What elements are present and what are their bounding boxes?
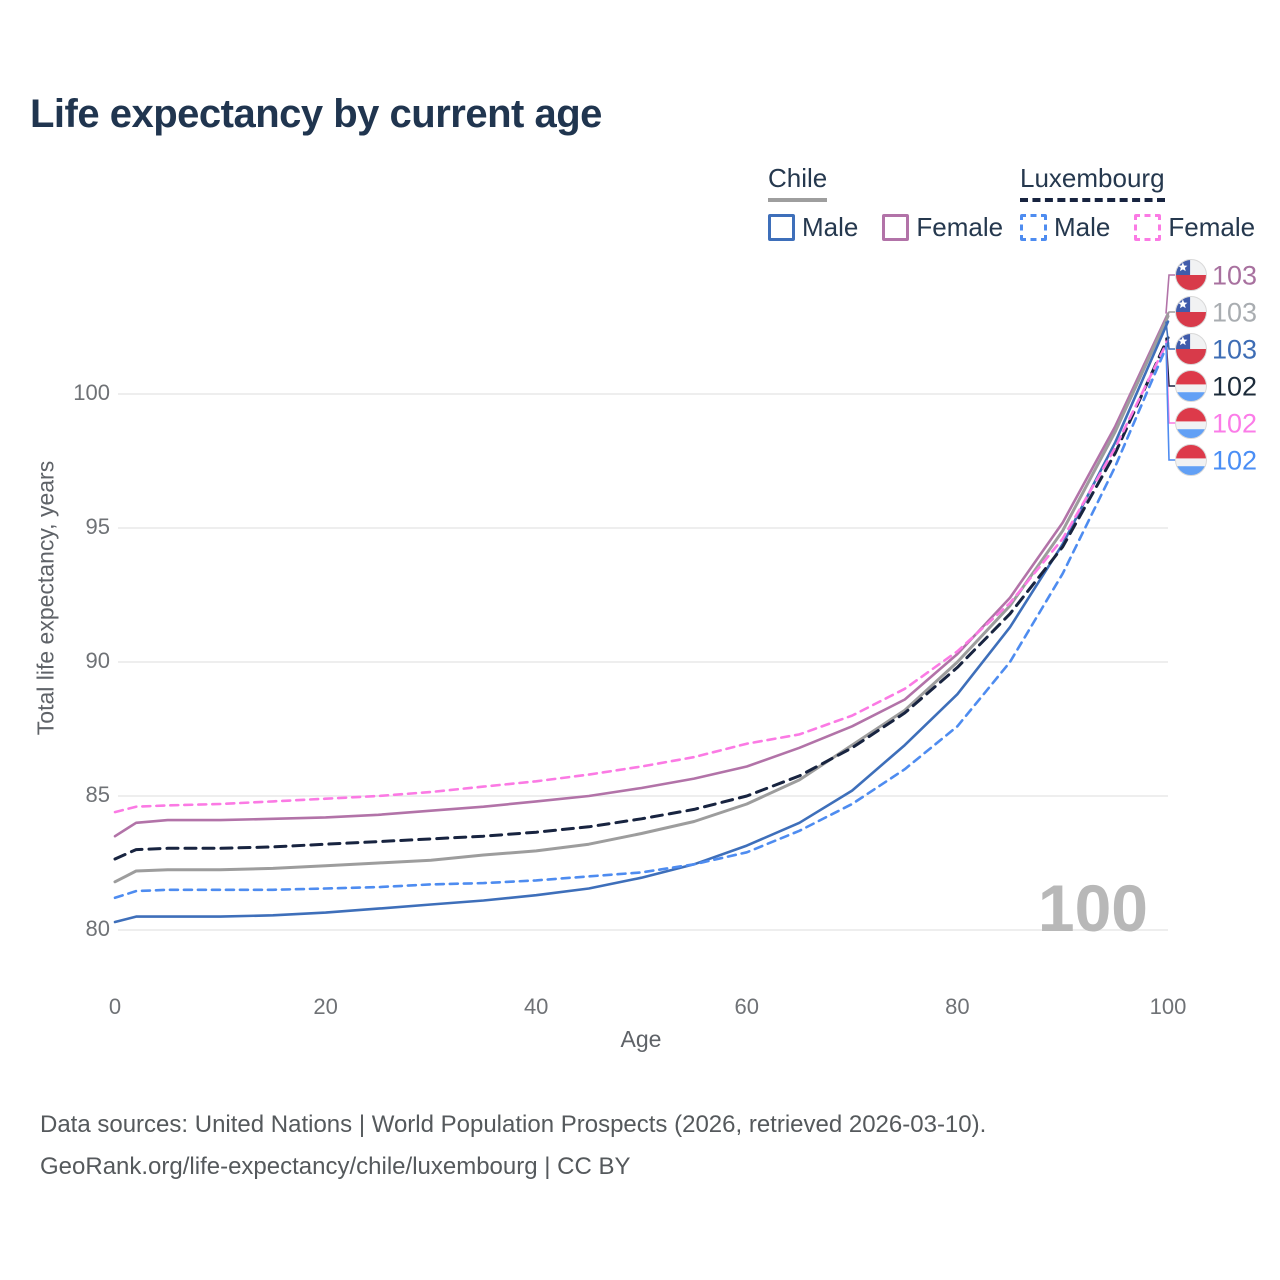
leader-line-chile-female (1165, 274, 1175, 314)
luxembourg-male-swatch-icon (1020, 214, 1047, 241)
end-label-flag-icons (1175, 259, 1207, 476)
legend-item-luxembourg-male[interactable]: Male (1020, 212, 1110, 243)
chile-flag-icon (1175, 333, 1207, 365)
y-axis-title: Total life expectancy, years (32, 460, 59, 736)
footer-data-sources: Data sources: United Nations | World Pop… (40, 1111, 987, 1138)
end-value-chile-overall: 103 (1212, 298, 1257, 328)
legend-chile-female-label: Female (916, 212, 1004, 242)
leader-line-lux-male (1165, 343, 1175, 461)
series-line-chile-overall (113, 314, 1170, 884)
legend-luxembourg-header[interactable]: Luxembourg (1020, 163, 1165, 202)
leader-line-chile-overall (1165, 311, 1175, 317)
legend-item-chile-male[interactable]: Male (768, 212, 858, 243)
x-tick-label-20: 20 (313, 994, 338, 1019)
x-tick-label-80: 80 (945, 994, 970, 1019)
legend-luxembourg-line-sample (1020, 198, 1165, 202)
series-line-lux-overall (113, 336, 1170, 861)
end-value-chile-male: 103 (1212, 335, 1257, 365)
end-value-lux-male: 102 (1212, 446, 1257, 476)
legend-luxembourg-label: Luxembourg (1020, 163, 1165, 193)
legend-group-chile: Chile Male Female (768, 163, 1003, 243)
series-line-chile-female (113, 312, 1170, 838)
legend-luxembourg-male-label: Male (1054, 212, 1111, 242)
x-tick-label-100: 100 (1149, 994, 1187, 1019)
x-tick-label-0: 0 (108, 994, 122, 1019)
y-tick-label-95: 95 (85, 514, 110, 539)
y-tick-label-100: 100 (73, 380, 110, 405)
end-label-values: 103 103 103 102 102 102 (1212, 261, 1257, 476)
end-label-leader-lines (1165, 274, 1175, 461)
luxembourg-female-swatch-icon (1134, 214, 1162, 241)
legend-luxembourg-female-label: Female (1168, 212, 1256, 242)
luxembourg-flag-icon (1175, 370, 1207, 402)
legend-chile-label: Chile (768, 163, 828, 193)
x-axis-title: Age (620, 1026, 662, 1052)
x-tick-label-60: 60 (734, 994, 760, 1019)
series-line-chile-male (113, 320, 1170, 924)
luxembourg-flag-icon (1175, 444, 1207, 476)
chart-title: Life expectancy by current age (30, 92, 602, 136)
series-line-lux-female (113, 339, 1170, 814)
footer: Data sources: United Nations | World Pop… (40, 1104, 986, 1188)
y-tick-label-90: 90 (85, 648, 110, 673)
chile-female-swatch-icon (882, 214, 910, 241)
chile-flag-icon (1175, 259, 1207, 291)
y-tick-label-85: 85 (85, 782, 110, 807)
legend-item-luxembourg-female[interactable]: Female (1134, 212, 1255, 243)
legend-chile-male-label: Male (802, 212, 859, 242)
end-value-chile-female: 103 (1212, 261, 1257, 291)
y-tick-label-80: 80 (85, 916, 110, 941)
series-lines (113, 312, 1170, 924)
age-watermark: 100 (1037, 871, 1148, 945)
leader-line-chile-male (1165, 321, 1175, 350)
chile-male-swatch-icon (768, 214, 795, 241)
gridlines (118, 393, 1168, 931)
footer-attribution: GeoRank.org/life-expectancy/chile/luxemb… (40, 1153, 631, 1180)
legend-chile-line-sample (768, 198, 828, 202)
x-tick-label-40: 40 (523, 994, 549, 1019)
chile-flag-icon (1175, 296, 1207, 328)
end-value-lux-female: 102 (1212, 409, 1257, 439)
series-line-lux-male (113, 341, 1170, 900)
legend-item-chile-female[interactable]: Female (882, 212, 1003, 243)
end-value-lux-overall: 102 (1212, 372, 1257, 402)
luxembourg-flag-icon (1175, 407, 1207, 439)
legend-group-luxembourg: Luxembourg Male Female (1020, 163, 1255, 243)
legend-chile-header[interactable]: Chile (768, 163, 828, 202)
